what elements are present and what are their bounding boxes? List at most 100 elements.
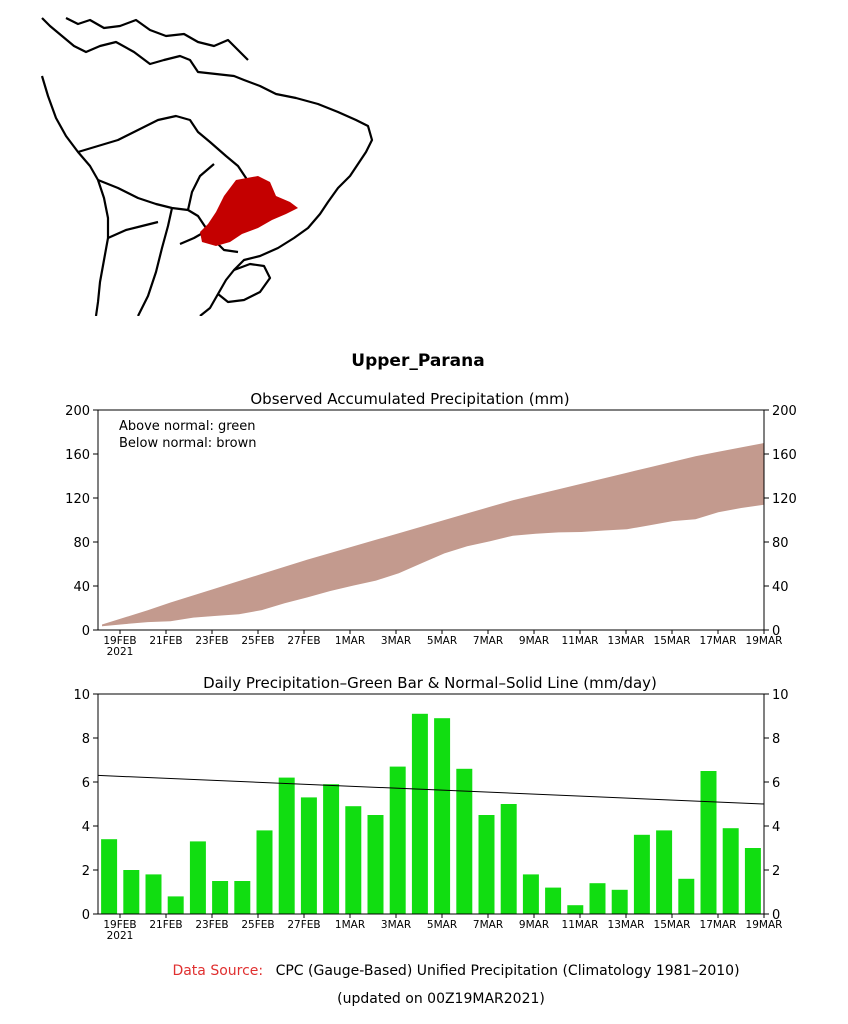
daily-bar [411, 713, 428, 914]
daily-ytick-label-left: 0 [82, 908, 90, 923]
country-borders [77, 114, 272, 316]
daily-bar [744, 848, 761, 914]
daily-bar [611, 889, 628, 914]
legend-below-normal: Below normal: brown [119, 436, 256, 451]
daily-bar [256, 830, 273, 914]
accumulated-chart: Observed Accumulated Precipitation (mm) … [65, 390, 797, 658]
updated-text: (updated on 00Z19MAR2021) [337, 991, 545, 1007]
acc-ytick-label-left: 200 [65, 404, 90, 419]
acc-xtick-label: 3MAR [381, 635, 411, 647]
daily-bar [323, 784, 340, 914]
daily-bar [567, 905, 584, 914]
daily-xtick-label: 9MAR [519, 919, 549, 931]
acc-xtick-label: 15MAR [654, 635, 691, 647]
daily-ytick-label-right: 10 [772, 688, 789, 703]
data-source-label: Data Source: [172, 963, 263, 979]
daily-xtick-label: 1MAR [335, 919, 365, 931]
daily-bar [478, 815, 495, 914]
daily-chart-title: Daily Precipitation–Green Bar & Normal–S… [203, 674, 657, 692]
daily-bar [234, 881, 251, 914]
region-title: Upper_Parana [351, 351, 484, 371]
data-source-line: Data Source: CPC (Gauge-Based) Unified P… [172, 963, 739, 979]
daily-bar [145, 874, 162, 914]
west-coastline [40, 75, 110, 316]
daily-ytick-label-right: 2 [772, 864, 780, 879]
acc-ytick-label-right: 200 [772, 404, 797, 419]
daily-bar [678, 878, 695, 914]
acc-ytick-label-right: 120 [772, 492, 797, 507]
daily-bar [345, 806, 362, 914]
acc-ytick-label-right: 40 [772, 580, 789, 595]
daily-ytick-label-right: 6 [772, 776, 780, 791]
acc-xtick-label: 21FEB [149, 635, 182, 647]
daily-bar [367, 815, 384, 914]
below-normal-band [102, 443, 764, 627]
daily-ytick-label-left: 8 [82, 732, 90, 747]
accumulated-plot-frame [97, 409, 765, 631]
daily-xtick-label: 7MAR [473, 919, 503, 931]
daily-xtick-label: 5MAR [427, 919, 457, 931]
daily-xtick-label: 3MAR [381, 919, 411, 931]
daily-bar [389, 766, 406, 914]
daily-ytick-label-right: 4 [772, 820, 780, 835]
daily-bar [278, 777, 295, 914]
data-source-text: CPC (Gauge-Based) Unified Precipitation … [276, 963, 740, 979]
acc-xtick-label: 25FEB [241, 635, 274, 647]
daily-bar [123, 870, 140, 914]
daily-bar [722, 828, 739, 914]
daily-xtick-label: 19FEB [103, 919, 136, 931]
acc-xtick-label: 19FEB [103, 635, 136, 647]
acc-xtick-label: 23FEB [195, 635, 228, 647]
daily-bar [101, 839, 118, 914]
daily-ytick-label-left: 6 [82, 776, 90, 791]
acc-xtick-label: 13MAR [608, 635, 645, 647]
daily-ytick-label-right: 8 [772, 732, 780, 747]
daily-bar [522, 874, 539, 914]
daily-bar [545, 887, 562, 914]
daily-bar [167, 896, 184, 914]
daily-bar [500, 804, 517, 914]
acc-xtick-label: 27FEB [287, 635, 320, 647]
daily-year-label: 2021 [107, 930, 134, 942]
daily-xtick-label: 15MAR [654, 919, 691, 931]
acc-xtick-label: 9MAR [519, 635, 549, 647]
upper-parana-region [200, 176, 298, 246]
acc-xtick-label: 11MAR [562, 635, 599, 647]
acc-ytick-label-left: 80 [73, 536, 90, 551]
acc-year-label: 2021 [107, 646, 134, 658]
acc-ytick-label-left: 160 [65, 448, 90, 463]
daily-bar [589, 883, 606, 914]
continent-coastline [41, 17, 374, 316]
acc-xtick-label: 17MAR [700, 635, 737, 647]
daily-xtick-label: 21FEB [149, 919, 182, 931]
daily-bar [656, 830, 673, 914]
daily-xtick-label: 27FEB [287, 919, 320, 931]
daily-bar [434, 718, 451, 914]
daily-bar [633, 834, 650, 914]
daily-xtick-label: 19MAR [746, 919, 783, 931]
daily-xtick-label: 25FEB [241, 919, 274, 931]
daily-xtick-label: 17MAR [700, 919, 737, 931]
acc-ytick-label-left: 0 [82, 624, 90, 639]
normal-daily-line [97, 774, 765, 805]
daily-bar [212, 881, 229, 914]
acc-xtick-label: 5MAR [427, 635, 457, 647]
daily-xtick-label: 13MAR [608, 919, 645, 931]
daily-ytick-label-right: 0 [772, 908, 780, 923]
northern-coast-detail [65, 17, 249, 61]
daily-ytick-label-left: 2 [82, 864, 90, 879]
acc-xtick-label: 7MAR [473, 635, 503, 647]
daily-xtick-label: 23FEB [195, 919, 228, 931]
acc-xtick-label: 19MAR [746, 635, 783, 647]
daily-bar [189, 841, 206, 914]
daily-ytick-label-left: 10 [73, 688, 90, 703]
acc-ytick-label-left: 40 [73, 580, 90, 595]
daily-ytick-label-left: 4 [82, 820, 90, 835]
daily-bar [700, 771, 717, 914]
acc-xtick-label: 1MAR [335, 635, 365, 647]
daily-bar [300, 797, 317, 914]
acc-ytick-label-right: 80 [772, 536, 789, 551]
legend-above-normal: Above normal: green [119, 419, 256, 434]
daily-plot-frame [97, 693, 765, 915]
daily-bar [456, 768, 473, 914]
